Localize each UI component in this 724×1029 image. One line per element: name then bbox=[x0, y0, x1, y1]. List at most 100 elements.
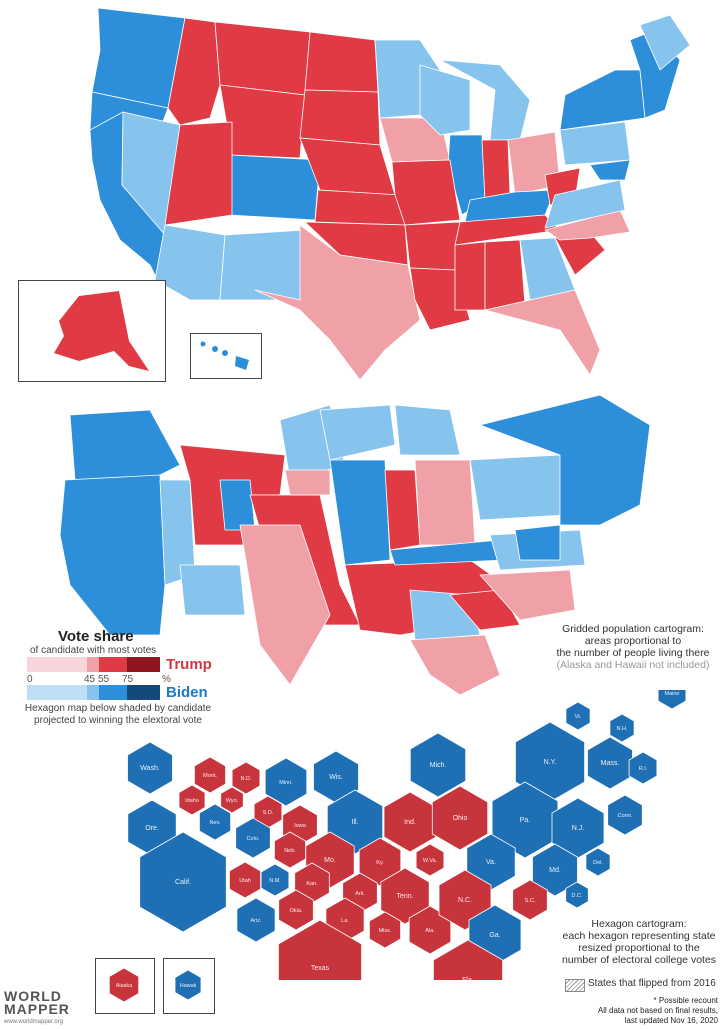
hex-label-maine: Maine bbox=[665, 691, 680, 697]
state-kansas bbox=[314, 189, 406, 226]
flipped-label: States that flipped from 2016 bbox=[588, 978, 716, 989]
hex-label-mont: Mont. bbox=[203, 773, 217, 779]
hex-caption: Hexagon cartogram: each hexagon represen… bbox=[558, 918, 720, 966]
hex-state-miss: Miss. bbox=[368, 911, 402, 949]
legend-tick-percent: % bbox=[162, 674, 171, 685]
hex-state-d-c: D.C. bbox=[565, 881, 589, 909]
hex-shape-utah bbox=[228, 861, 262, 899]
state-south-dakota bbox=[299, 89, 381, 146]
cart-california bbox=[59, 474, 166, 636]
legend-tick-45: 45 bbox=[84, 674, 96, 685]
hex-state-ala: Ala. bbox=[408, 905, 452, 955]
hex-shape-n-m bbox=[260, 863, 290, 897]
hex-state-utah: Utah bbox=[228, 861, 262, 899]
hex-label-del: Del. bbox=[593, 860, 603, 866]
hex-label-calif: Calif. bbox=[175, 879, 191, 886]
legend-tick-75: 75 bbox=[122, 674, 134, 685]
hex-shape-conn bbox=[607, 794, 643, 836]
state-arkansas bbox=[404, 221, 461, 271]
hex-shape-ariz bbox=[236, 897, 276, 943]
cart-pennsylvania bbox=[469, 454, 566, 521]
hex-label-r-i: R.I. bbox=[639, 766, 648, 772]
hex-state-conn: Conn. bbox=[607, 794, 643, 836]
hex-state-r-i: R.I. bbox=[628, 751, 658, 785]
hex-shape-mont bbox=[193, 756, 227, 794]
hex-label-w-va: W.Va. bbox=[423, 858, 438, 864]
hex-label-n-j: N.J. bbox=[572, 825, 585, 832]
worldmapper-logo[interactable]: WORLD MAPPER www.worldmapper.org bbox=[4, 989, 70, 1029]
hex-shape-n-h bbox=[609, 713, 635, 743]
hex-label-neb: Neb. bbox=[284, 848, 296, 854]
biden-swatch-0-45 bbox=[27, 685, 87, 700]
hex-label-wash: Wash. bbox=[140, 765, 160, 772]
biden-swatch-55-75 bbox=[99, 685, 127, 700]
state-virginia bbox=[544, 179, 626, 229]
hex-state-mont: Mont. bbox=[193, 756, 227, 794]
hex-shape-wash bbox=[127, 741, 173, 795]
hex-label-n-d: N.D. bbox=[241, 776, 252, 782]
state-new-york bbox=[559, 69, 646, 131]
state-missouri bbox=[391, 159, 461, 226]
hex-state-mass: Mass. bbox=[587, 736, 633, 790]
hex-state-idaho: Idaho bbox=[178, 784, 206, 816]
cart-michigan bbox=[394, 404, 461, 456]
biden-swatch-45-55 bbox=[87, 685, 99, 700]
hex-state-colo: Colo. bbox=[235, 817, 271, 859]
hex-label-wyo: Wyo. bbox=[226, 798, 239, 804]
hex-label-ore: Ore. bbox=[145, 825, 159, 832]
hex-shape-d-c bbox=[565, 881, 589, 909]
hex-label-wis: Wis. bbox=[329, 774, 343, 781]
hex-shape-mich bbox=[409, 732, 467, 798]
hex-state-calif: Calif. bbox=[139, 831, 227, 933]
hex-state-n-d: N.D. bbox=[231, 761, 261, 795]
hex-shape-calif bbox=[139, 831, 227, 933]
cart-washington-oregon bbox=[69, 409, 181, 486]
hex-caption-line1: Hexagon cartogram: bbox=[591, 918, 687, 930]
hex-state-s-c: S.C. bbox=[512, 879, 548, 921]
legend-title: Vote share bbox=[58, 628, 134, 645]
footnote-recount: * Possible recount bbox=[653, 996, 718, 1005]
cart-illinois bbox=[329, 459, 391, 566]
state-wisconsin bbox=[419, 64, 471, 136]
hex-label-vt: Vt. bbox=[575, 714, 582, 720]
hex-label-n-y: N.Y. bbox=[544, 759, 557, 766]
hex-shape-okla bbox=[278, 889, 314, 931]
footnote-updated: last updated Nov 16, 2020 bbox=[624, 1016, 718, 1025]
hex-state-fla: Fla. bbox=[432, 939, 504, 980]
state-texas bbox=[254, 224, 421, 381]
cart-north-carolina bbox=[479, 569, 576, 621]
cart-indiana bbox=[384, 469, 421, 551]
hex-state-del: Del. bbox=[585, 847, 611, 877]
trump-swatch-0-45 bbox=[27, 657, 87, 672]
hex-label-n-h: N.H. bbox=[617, 726, 628, 732]
hex-shape-r-i bbox=[628, 751, 658, 785]
legend-subtitle: of candidate with most votes bbox=[30, 645, 157, 656]
state-wyoming bbox=[219, 84, 306, 159]
hex-state-okla: Okla. bbox=[278, 889, 314, 931]
state-new-mexico bbox=[219, 229, 306, 301]
legend-trump-label: Trump bbox=[166, 656, 212, 673]
hex-label-n-c: N.C. bbox=[458, 897, 472, 904]
hex-label-colo: Colo. bbox=[247, 836, 260, 842]
hex-state-texas: Texas bbox=[277, 919, 363, 980]
hex-label-va: Va. bbox=[486, 859, 496, 866]
hex-shape-n-d bbox=[231, 761, 261, 795]
state-maine bbox=[639, 14, 691, 71]
hex-label-miss: Miss. bbox=[379, 928, 392, 934]
state-montana bbox=[214, 21, 311, 96]
hex-label-conn: Conn. bbox=[618, 813, 633, 819]
hex-label-ky: Ky. bbox=[376, 860, 384, 866]
hex-state-n-m: N.M. bbox=[260, 863, 290, 897]
logo-url: www.worldmapper.org bbox=[4, 1019, 64, 1025]
geographic-map bbox=[89, 7, 691, 381]
hex-shape-maine bbox=[657, 690, 687, 710]
hex-shape-n-y bbox=[515, 721, 585, 803]
hex-label-minn: Minn. bbox=[279, 780, 293, 786]
state-maryland bbox=[589, 159, 631, 181]
hex-shape-s-c bbox=[512, 879, 548, 921]
hex-label-iowa: Iowa bbox=[294, 823, 307, 829]
hex-shape-texas bbox=[277, 919, 363, 980]
hex-shape-fla bbox=[432, 939, 504, 980]
hex-map-note: Hexagon map below shaded by candidate pr… bbox=[18, 703, 218, 727]
hex-shape-nev bbox=[198, 803, 232, 841]
